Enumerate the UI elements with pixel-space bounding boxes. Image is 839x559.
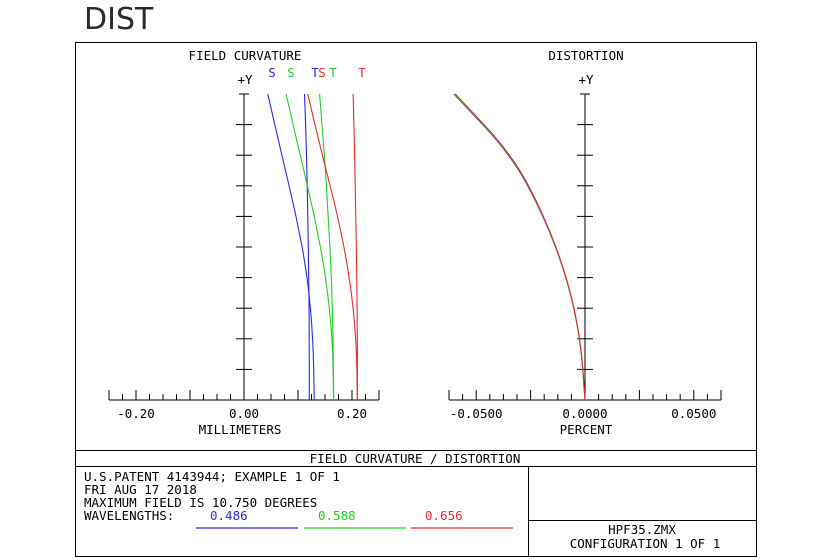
plot-frame xyxy=(75,42,757,557)
fc-series-line xyxy=(352,93,358,400)
dist-x-tick-label: 0.0000 xyxy=(562,406,607,421)
fc-y-axis-label: +Y xyxy=(237,72,253,87)
fc-x-tick-label: 0.20 xyxy=(337,406,367,421)
footer-patent-line: U.S.PATENT 4143944; EXAMPLE 1 OF 1 xyxy=(84,469,340,484)
dist-x-axis-label: PERCENT xyxy=(560,422,613,437)
footer-date-line: FRI AUG 17 2018 xyxy=(84,482,197,497)
dist-x-tick-label: 0.0500 xyxy=(671,406,716,421)
dist-y-axis-label: +Y xyxy=(578,72,594,87)
fc-x-tick-label: -0.20 xyxy=(117,406,155,421)
footer-wavelengths-label: WAVELENGTHS: xyxy=(84,508,174,523)
fc-series-line xyxy=(267,93,315,401)
footer-configuration: CONFIGURATION 1 OF 1 xyxy=(570,536,721,551)
distortion-title: DISTORTION xyxy=(548,48,623,63)
wavelength-value: 0.588 xyxy=(318,508,356,523)
wavelength-value: 0.486 xyxy=(210,508,248,523)
dist-x-tick-label: -0.0500 xyxy=(450,406,503,421)
fc-legend-letter: S xyxy=(287,65,295,80)
fc-series-line xyxy=(319,93,335,401)
window-title: DIST xyxy=(84,2,154,37)
fc-x-tick-label: 0.00 xyxy=(229,406,259,421)
fc-x-axis-label: MILLIMETERS xyxy=(199,422,282,437)
fc-legend-letter: S xyxy=(318,65,326,80)
field-curvature-title: FIELD CURVATURE xyxy=(189,48,302,63)
dist-series-line xyxy=(454,93,586,401)
dist-series-line xyxy=(454,93,586,401)
fc-legend-letter: T xyxy=(329,65,337,80)
fc-series-line xyxy=(303,93,310,400)
footer-file-name: HPF35.ZMX xyxy=(608,522,676,537)
footer-title: FIELD CURVATURE / DISTORTION xyxy=(310,451,521,466)
footer-field-line: MAXIMUM FIELD IS 10.750 DEGREES xyxy=(84,495,317,510)
fc-legend-letter: S xyxy=(268,65,276,80)
fc-legend-letter: T xyxy=(311,65,319,80)
dist-series-line xyxy=(453,93,586,401)
wavelength-value: 0.656 xyxy=(425,508,463,523)
fc-legend-letter: T xyxy=(358,65,366,80)
fc-series-line xyxy=(307,93,358,401)
fc-series-line xyxy=(285,93,335,401)
